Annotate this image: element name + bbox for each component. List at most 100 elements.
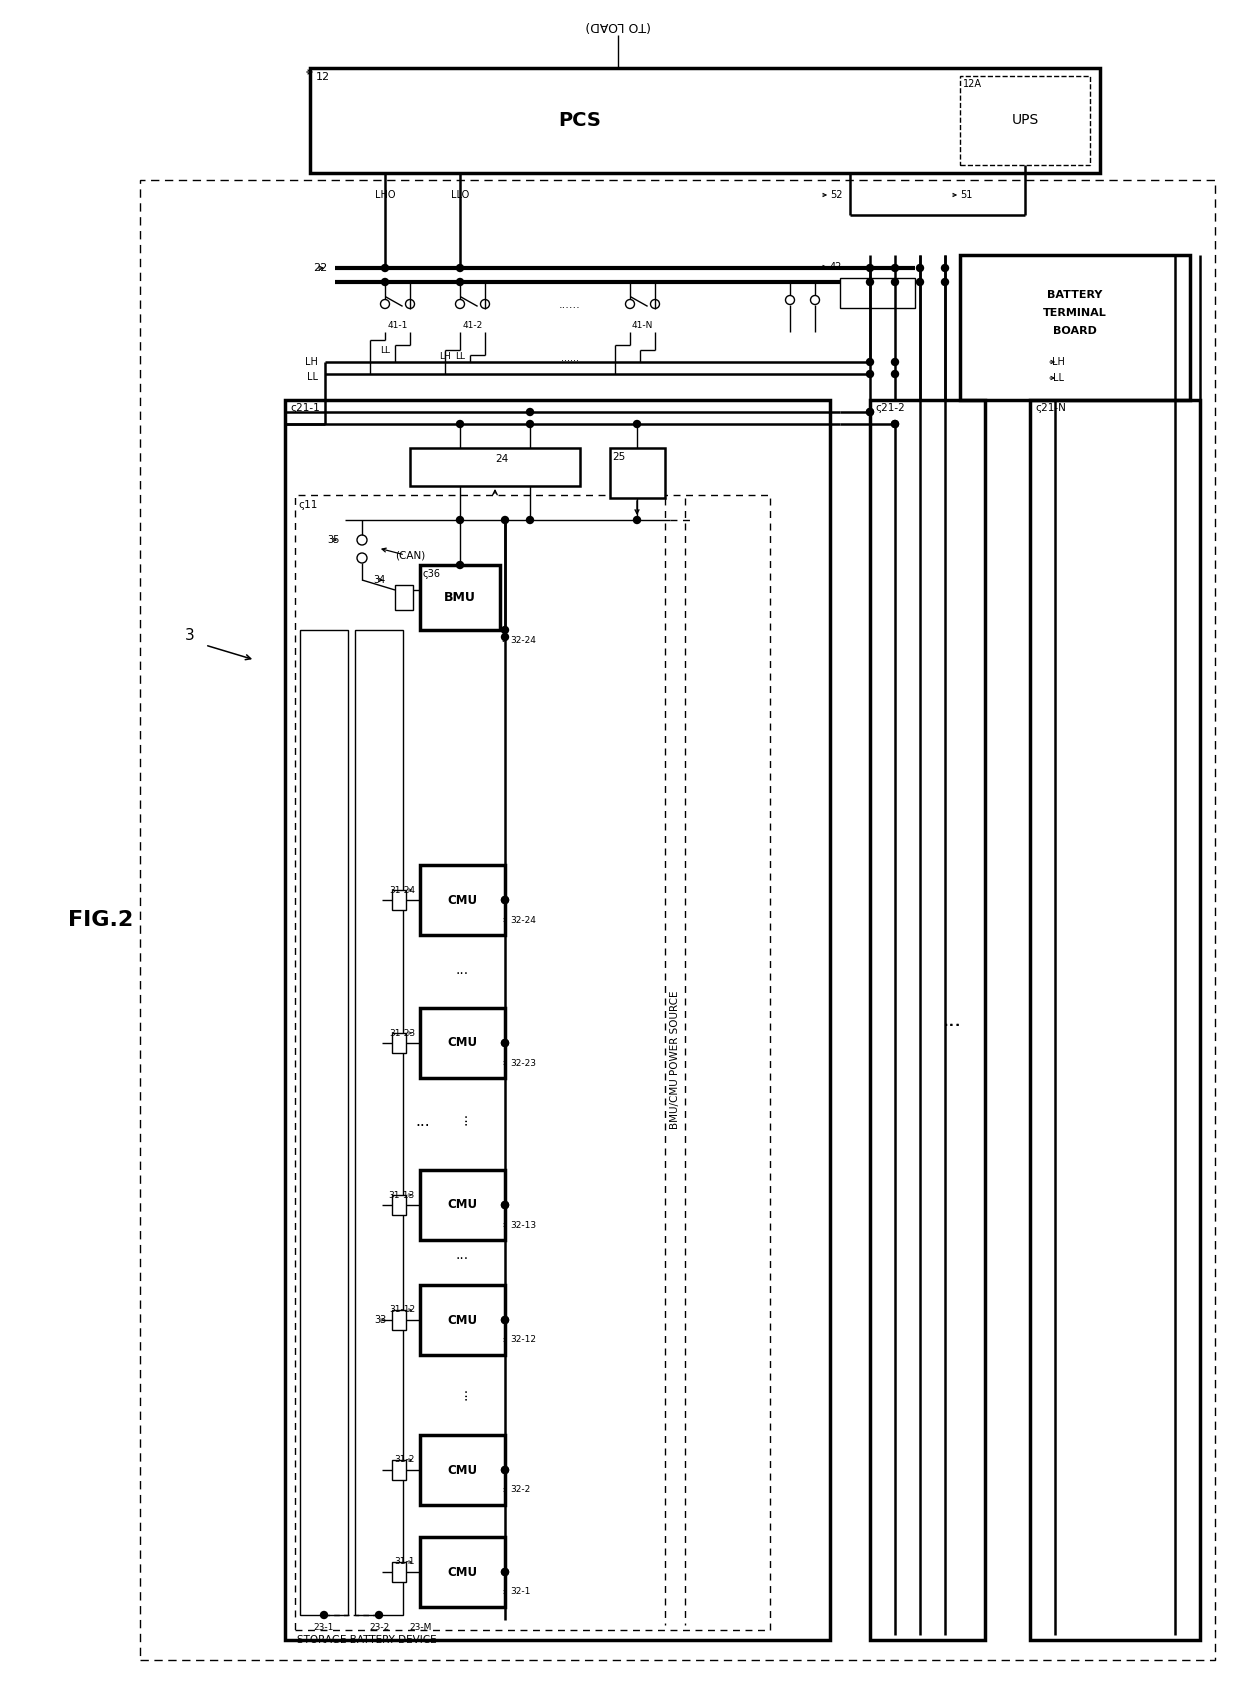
Circle shape	[941, 279, 949, 285]
Text: ...: ...	[455, 1386, 469, 1399]
Text: FIG.2: FIG.2	[68, 910, 133, 930]
Circle shape	[501, 626, 508, 633]
Circle shape	[456, 279, 464, 285]
Text: CMU: CMU	[446, 893, 477, 906]
Circle shape	[501, 896, 508, 903]
Text: LH: LH	[305, 356, 317, 366]
Circle shape	[867, 279, 873, 285]
Circle shape	[892, 265, 899, 272]
Circle shape	[456, 517, 464, 523]
Bar	[310, 68, 1100, 172]
Circle shape	[527, 420, 533, 427]
Bar	[1030, 400, 1200, 1641]
Circle shape	[501, 1317, 508, 1323]
Text: STORAGE BATTERY DEVICE: STORAGE BATTERY DEVICE	[298, 1636, 436, 1646]
Text: 3: 3	[185, 628, 195, 643]
Text: CMU: CMU	[446, 1198, 477, 1212]
Text: 31-2: 31-2	[394, 1455, 415, 1465]
Text: 32-24: 32-24	[510, 915, 536, 925]
Text: 32-2: 32-2	[510, 1485, 531, 1494]
Bar	[420, 1170, 505, 1241]
Bar	[392, 1310, 405, 1330]
Bar	[960, 255, 1190, 400]
Text: LHO: LHO	[374, 191, 396, 199]
Text: BMU/CMU POWER SOURCE: BMU/CMU POWER SOURCE	[670, 991, 680, 1129]
Text: 31-24: 31-24	[389, 886, 415, 895]
Bar	[295, 495, 770, 1631]
Circle shape	[634, 517, 641, 523]
Circle shape	[501, 1202, 508, 1209]
Text: 23-M: 23-M	[409, 1622, 433, 1632]
Text: 34: 34	[373, 576, 386, 586]
Text: (TO LOAD): (TO LOAD)	[585, 19, 651, 32]
Text: 31-23: 31-23	[389, 1028, 415, 1038]
Text: BOARD: BOARD	[1053, 326, 1097, 336]
Circle shape	[501, 1040, 508, 1047]
Text: 32-12: 32-12	[510, 1335, 536, 1345]
Text: 52: 52	[830, 191, 842, 199]
Circle shape	[916, 265, 924, 272]
Text: 31-12: 31-12	[389, 1305, 415, 1315]
Bar	[300, 630, 348, 1615]
Circle shape	[527, 408, 533, 415]
Circle shape	[376, 1612, 382, 1619]
Circle shape	[501, 1467, 508, 1474]
Circle shape	[892, 420, 899, 427]
Text: ς11: ς11	[298, 500, 317, 510]
Text: LL: LL	[455, 351, 465, 361]
Text: ...: ...	[942, 1011, 961, 1030]
Bar	[396, 586, 413, 609]
Bar	[140, 181, 1215, 1659]
Text: ς21-1: ς21-1	[290, 403, 320, 414]
Text: 23-2: 23-2	[368, 1622, 389, 1632]
Circle shape	[501, 1467, 508, 1474]
Bar	[410, 447, 580, 486]
Text: 31-1: 31-1	[394, 1558, 415, 1566]
Circle shape	[916, 279, 924, 285]
Text: CMU: CMU	[446, 1565, 477, 1578]
Circle shape	[867, 265, 873, 272]
Bar	[392, 1460, 405, 1480]
Circle shape	[867, 358, 873, 366]
Bar	[392, 1561, 405, 1582]
Circle shape	[867, 408, 873, 415]
Circle shape	[382, 265, 388, 272]
Circle shape	[501, 1202, 508, 1209]
Bar	[392, 1033, 405, 1053]
Text: CMU: CMU	[446, 1036, 477, 1050]
Text: LL: LL	[308, 371, 317, 381]
Text: LL: LL	[1053, 373, 1064, 383]
Text: LLO: LLO	[451, 191, 469, 199]
Text: ...: ...	[455, 962, 469, 977]
Bar	[420, 1538, 505, 1607]
Text: ......: ......	[559, 300, 580, 311]
Text: LH: LH	[1052, 356, 1064, 366]
Text: ς21-2: ς21-2	[875, 403, 905, 414]
Text: ...: ...	[415, 1114, 430, 1129]
Text: 32-1: 32-1	[510, 1587, 531, 1597]
Circle shape	[456, 562, 464, 569]
Circle shape	[501, 1040, 508, 1047]
Circle shape	[941, 265, 949, 272]
Circle shape	[892, 358, 899, 366]
Text: LH: LH	[439, 351, 451, 361]
Bar	[610, 447, 665, 498]
Text: 22: 22	[312, 263, 327, 273]
Bar	[839, 279, 915, 307]
Text: 32-24: 32-24	[510, 635, 536, 645]
Text: 33: 33	[374, 1315, 387, 1325]
Text: ...: ...	[455, 1111, 469, 1124]
Text: 41-N: 41-N	[632, 321, 653, 329]
Bar	[355, 630, 403, 1615]
Text: PCS: PCS	[558, 110, 601, 130]
Text: LL: LL	[379, 346, 391, 354]
Text: 24: 24	[495, 454, 508, 464]
Text: BMU: BMU	[444, 591, 476, 604]
Circle shape	[501, 1568, 508, 1575]
Circle shape	[501, 1568, 508, 1575]
Bar	[960, 76, 1090, 165]
Bar	[420, 1285, 505, 1355]
Text: 25: 25	[613, 452, 625, 463]
Text: 41-1: 41-1	[387, 321, 408, 329]
Text: UPS: UPS	[1012, 113, 1039, 127]
